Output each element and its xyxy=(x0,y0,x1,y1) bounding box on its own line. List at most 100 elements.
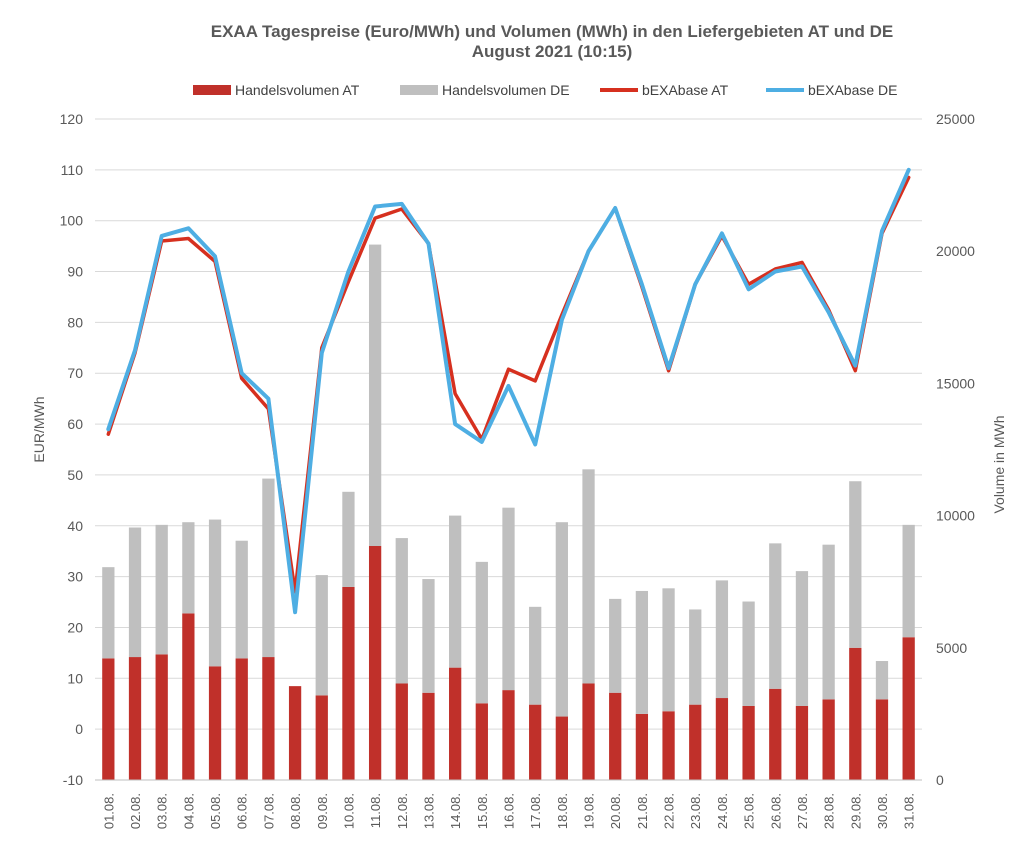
x-tick-label: 16.08. xyxy=(502,793,517,829)
y-left-tick-label: 50 xyxy=(67,467,83,483)
bar-de xyxy=(529,606,542,705)
x-tick-label: 12.08. xyxy=(395,793,410,829)
x-tick-label: 05.08. xyxy=(208,793,223,829)
legend-label: bEXAbase DE xyxy=(808,82,898,98)
bar-de xyxy=(875,661,889,700)
legend-label: Handelsvolumen AT xyxy=(235,82,360,98)
gridlines xyxy=(95,118,922,781)
bar-de xyxy=(582,469,595,684)
bar-de xyxy=(689,609,702,705)
bar-at xyxy=(822,699,835,780)
bar-at xyxy=(262,657,275,780)
bar-at xyxy=(235,658,248,780)
bar-de xyxy=(208,519,222,667)
line-series xyxy=(106,167,911,615)
bar-at xyxy=(288,686,302,780)
y-right-tick-label: 10000 xyxy=(936,508,975,524)
x-tick-label: 25.08. xyxy=(742,793,757,829)
bar-de xyxy=(662,588,675,712)
legend-swatch xyxy=(400,85,438,95)
bar-de xyxy=(262,478,275,658)
bar-at xyxy=(902,637,915,780)
bar-de xyxy=(342,491,355,587)
bar-de xyxy=(849,481,862,648)
bar-de xyxy=(742,601,755,706)
bar-at xyxy=(128,657,142,780)
x-tick-label: 20.08. xyxy=(608,793,623,829)
x-tick-label: 30.08. xyxy=(875,793,890,829)
bar-at xyxy=(422,692,435,780)
x-tick-label: 13.08. xyxy=(421,793,436,829)
bar-at xyxy=(555,716,568,780)
y-left-tick-label: 0 xyxy=(75,721,83,737)
x-tick-label: 10.08. xyxy=(341,793,356,829)
bar-at xyxy=(715,698,729,780)
bar-at xyxy=(342,586,355,780)
y-right-tick-label: 20000 xyxy=(936,243,975,259)
bar-de xyxy=(555,522,568,717)
x-tick-label: 03.08. xyxy=(155,793,170,829)
chart-title-line: EXAA Tagespreise (Euro/MWh) und Volumen … xyxy=(210,22,894,41)
bar-at xyxy=(315,695,328,780)
x-tick-label: 23.08. xyxy=(688,793,703,829)
y-left-tick-label: 60 xyxy=(67,416,83,432)
x-tick-label: 19.08. xyxy=(582,793,597,829)
bar-at xyxy=(102,658,115,780)
chart-subtitle: August 2021 (10:15) xyxy=(471,42,633,61)
x-tick-label: 18.08. xyxy=(555,793,570,829)
x-tick-label: 11.08. xyxy=(368,793,383,828)
x-tick-label: 02.08. xyxy=(128,793,143,829)
bar-de xyxy=(609,598,622,693)
bar-at xyxy=(208,666,222,780)
x-tick-label: 26.08. xyxy=(768,793,783,829)
x-tick-label: 07.08. xyxy=(261,793,276,829)
bar-at xyxy=(529,704,542,780)
x-tick-label: 31.08. xyxy=(902,793,917,829)
bar-at xyxy=(155,654,168,780)
legend: Handelsvolumen AT Handelsvolumen DE bEXAba… xyxy=(193,82,898,98)
y-right-tick-label: 5000 xyxy=(936,640,967,656)
bar-de xyxy=(502,507,515,691)
bar-de xyxy=(182,522,195,614)
bar-at xyxy=(662,711,675,780)
bar-de xyxy=(715,580,729,699)
chart-title: EXAA Tagespreise (Euro/MWh) und Volumen … xyxy=(0,22,1024,62)
line-bexabase-de xyxy=(106,167,911,615)
bar-de xyxy=(422,579,435,693)
bar-at xyxy=(742,705,755,780)
legend-label: Handelsvolumen DE xyxy=(442,82,570,98)
bar-series xyxy=(102,244,915,780)
bar-de xyxy=(769,543,782,689)
axes: -10 0 10 20 30 40 50 60 70 80 90 100 110 120 0 5000 1000… xyxy=(31,111,1007,829)
bar-at xyxy=(582,683,595,780)
y-left-tick-label: 90 xyxy=(67,264,83,280)
bar-de xyxy=(102,567,115,659)
x-tick-label: 04.08. xyxy=(181,793,196,829)
y-left-tick-label: 100 xyxy=(60,213,84,229)
y-right-tick-label: 25000 xyxy=(936,111,975,127)
y-left-tick-label: 20 xyxy=(67,619,83,635)
y-right-tick-label: 0 xyxy=(936,772,944,788)
bar-at xyxy=(502,690,515,780)
bar-at xyxy=(475,703,488,780)
bar-de xyxy=(368,244,382,547)
bar-de xyxy=(822,544,835,700)
bar-at xyxy=(769,688,782,780)
x-tick-label: 27.08. xyxy=(795,793,810,829)
bar-de xyxy=(795,571,809,706)
x-tick-label: 21.08. xyxy=(635,793,650,829)
x-tick-label: 28.08. xyxy=(822,793,837,829)
y-right-axis-title: Volume in MWh xyxy=(991,415,1007,513)
y-left-tick-label: 80 xyxy=(67,314,83,330)
x-tick-label: 01.08. xyxy=(101,793,116,829)
y-right-tick-label: 15000 xyxy=(936,375,975,391)
x-tick-label: 22.08. xyxy=(662,793,677,829)
bar-de xyxy=(395,538,408,684)
y-left-tick-label: -10 xyxy=(63,772,83,788)
bar-de xyxy=(315,575,328,696)
bar-at xyxy=(875,699,889,780)
y-left-tick-label: 40 xyxy=(67,518,83,534)
legend-label: bEXAbase AT xyxy=(642,82,729,98)
y-left-tick-label: 70 xyxy=(67,365,83,381)
